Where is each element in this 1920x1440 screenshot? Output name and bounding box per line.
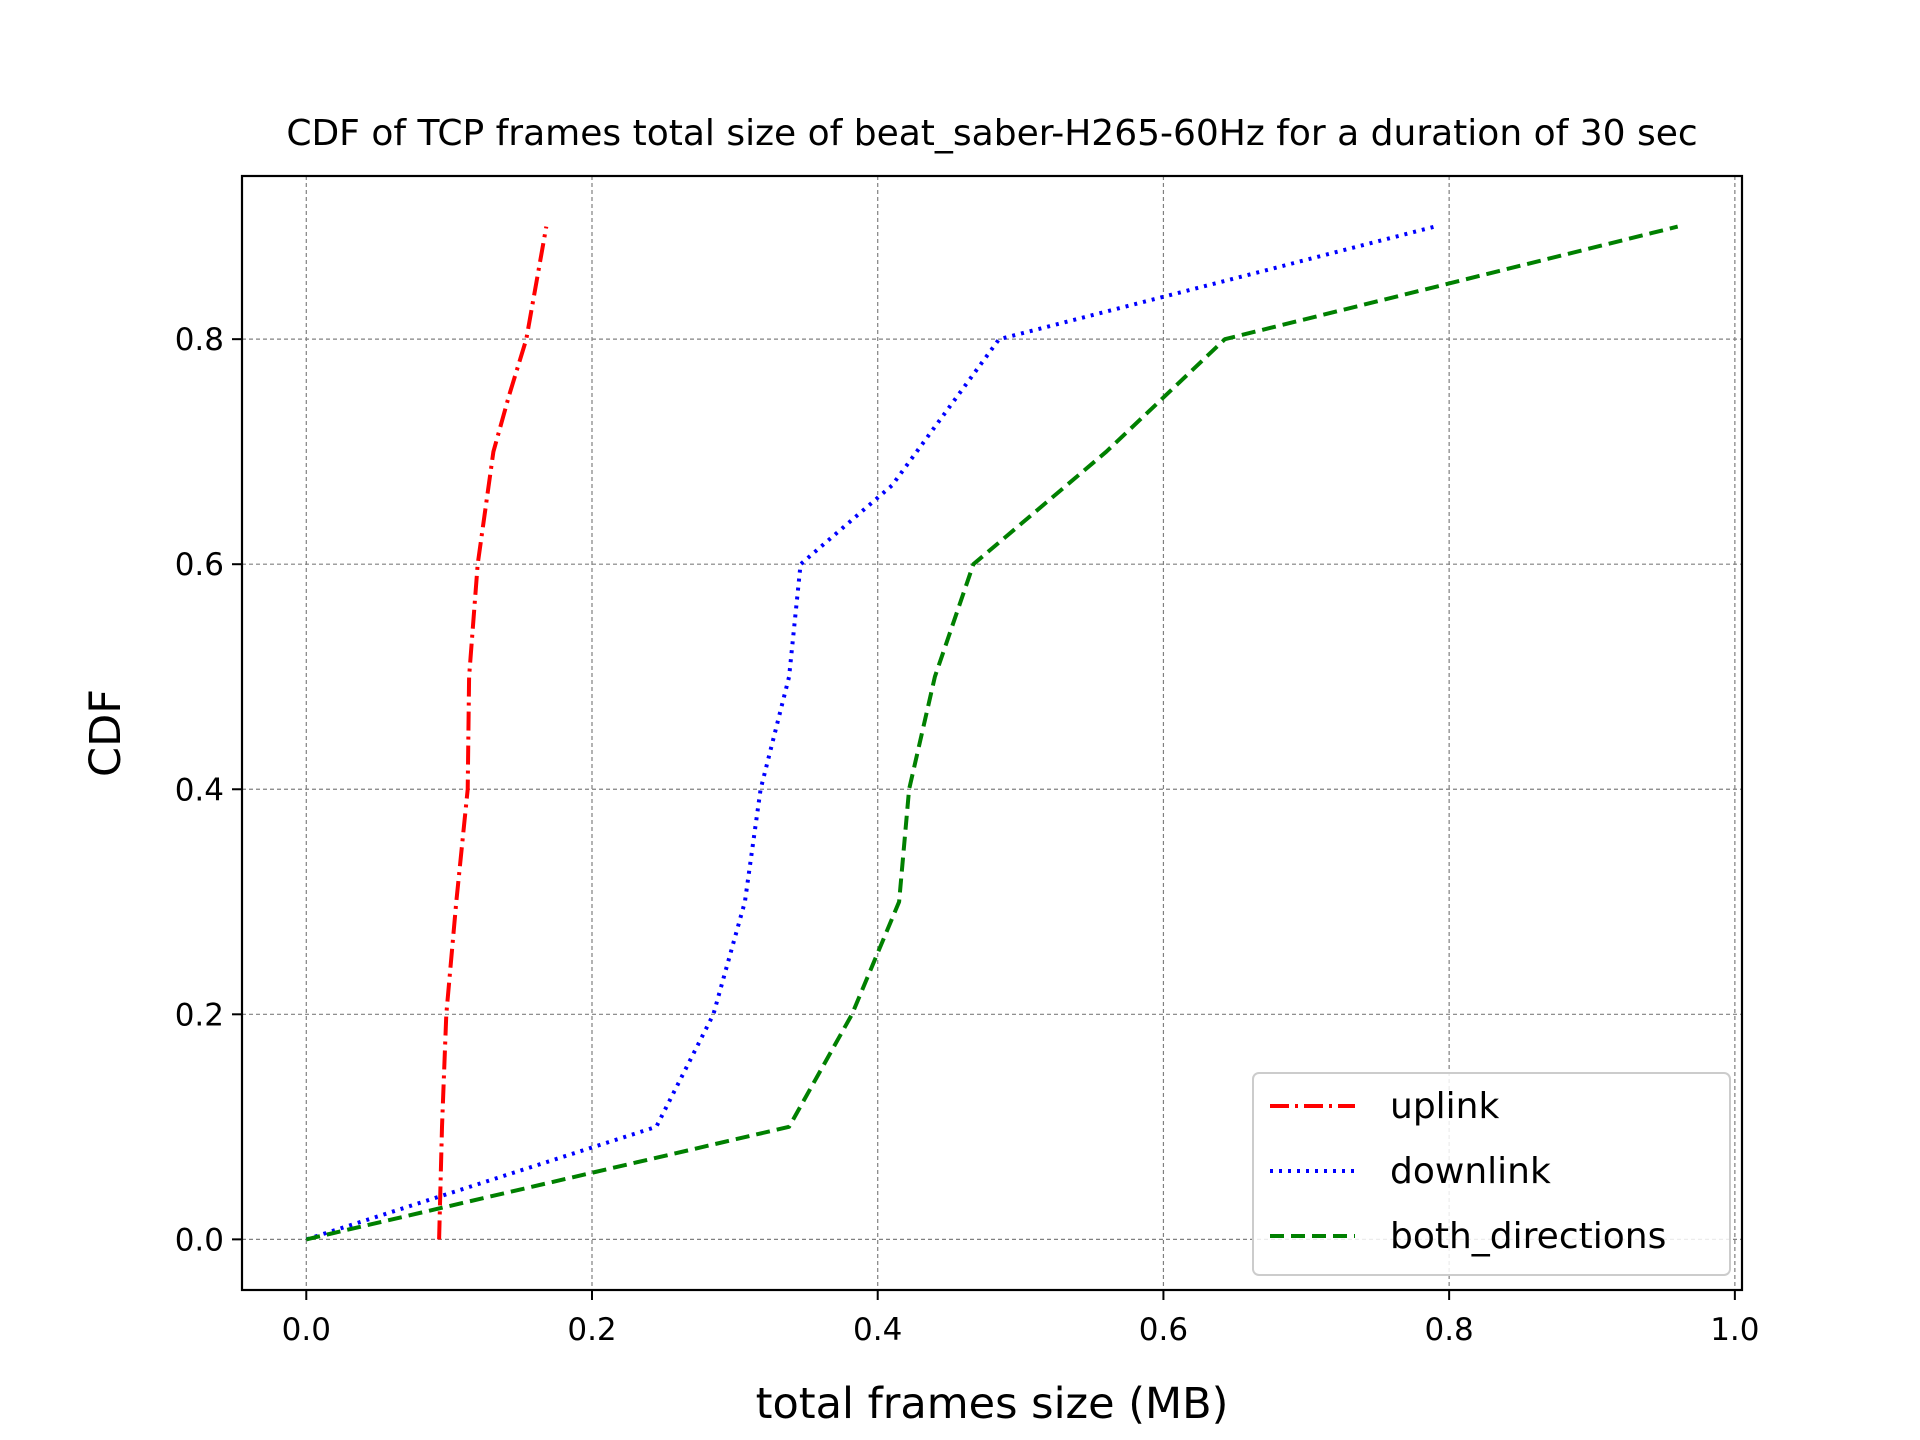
uplink-series-line <box>437 226 549 1240</box>
plot-series <box>305 224 1679 1242</box>
y-axis-label: CDF <box>81 689 131 777</box>
axis-ticks: 0.0 0.2 0.4 0.6 0.8 1.0 0.0 0.2 0.4 0.6 0.8 <box>175 322 1760 1348</box>
x-tick-label: 0.2 <box>567 1312 616 1348</box>
uplink-legend-label: uplink <box>1390 1086 1499 1127</box>
y-tick-label: 0.4 <box>175 772 224 808</box>
x-tick-label: 0.4 <box>853 1312 902 1348</box>
legend: uplink downlink both_directions <box>1252 1072 1731 1276</box>
y-tick-label: 0.0 <box>175 1222 224 1258</box>
x-tick-label: 0.6 <box>1139 1312 1188 1348</box>
legend-box <box>1252 1072 1731 1276</box>
chart-title: CDF of TCP frames total size of beat_sab… <box>286 113 1697 154</box>
x-tick-label: 1.0 <box>1710 1312 1759 1348</box>
y-tick-label: 0.8 <box>175 322 224 358</box>
both_directions-series-line <box>305 224 1679 1242</box>
x-tick-label: 0.0 <box>282 1312 331 1348</box>
grid <box>242 176 1742 1290</box>
y-tick-label: 0.6 <box>175 547 224 583</box>
downlink-legend-label: downlink <box>1390 1151 1551 1192</box>
x-tick-label: 0.8 <box>1424 1312 1473 1348</box>
x-axis-label: total frames size (MB) <box>756 1379 1229 1429</box>
both_directions-legend-label: both_directions <box>1390 1216 1666 1257</box>
axes-frame <box>240 174 1744 1292</box>
y-tick-label: 0.2 <box>175 997 224 1033</box>
